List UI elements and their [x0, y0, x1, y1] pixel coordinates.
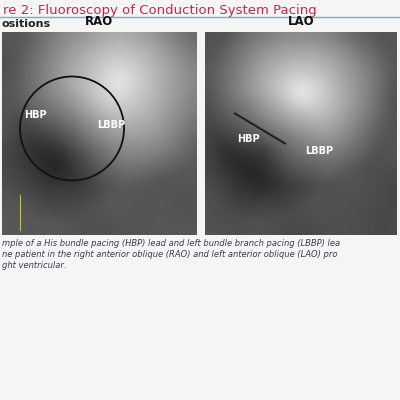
Text: RAO: RAO [85, 15, 114, 28]
Text: mple of a His bundle pacing (HBP) lead and left bundle branch pacing (LBBP) lea: mple of a His bundle pacing (HBP) lead a… [2, 239, 340, 248]
Text: LBBP: LBBP [97, 120, 125, 130]
Text: ght ventricular.: ght ventricular. [2, 261, 66, 270]
Text: HBP: HBP [237, 134, 260, 144]
Text: re 2: Fluoroscopy of Conduction System Pacing: re 2: Fluoroscopy of Conduction System P… [3, 4, 317, 17]
Text: ne patient in the right anterior oblique (RAO) and left anterior oblique (LAO) p: ne patient in the right anterior oblique… [2, 250, 338, 259]
Text: LBBP: LBBP [305, 146, 333, 156]
Text: HBP: HBP [24, 110, 47, 120]
Text: LAO: LAO [288, 15, 314, 28]
Text: ositions: ositions [2, 19, 51, 29]
